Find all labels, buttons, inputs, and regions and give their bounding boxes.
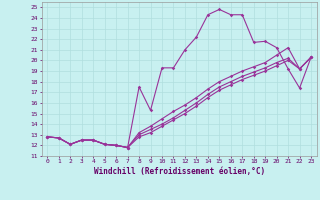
X-axis label: Windchill (Refroidissement éolien,°C): Windchill (Refroidissement éolien,°C): [94, 167, 265, 176]
